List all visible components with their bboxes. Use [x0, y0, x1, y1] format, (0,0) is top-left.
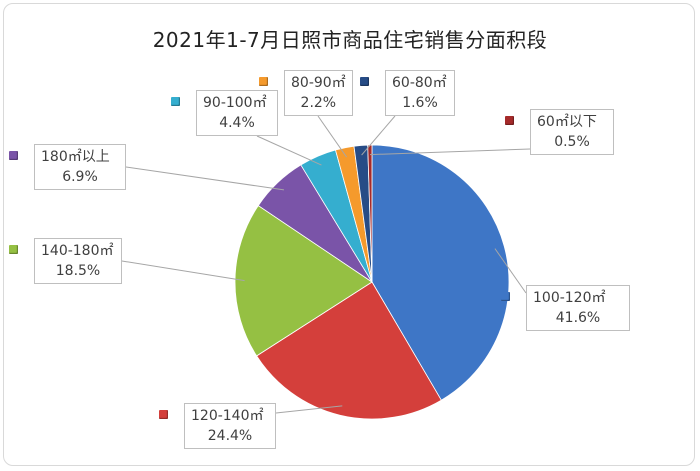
data-label: 100-120㎡ 41.6%	[501, 285, 630, 331]
slice-percent: 18.5%	[55, 263, 101, 279]
slice-label: 140-180㎡	[41, 243, 114, 259]
legend-swatch	[259, 77, 268, 86]
slice-percent: 24.4%	[207, 428, 253, 444]
slice-label: 180㎡以上	[41, 149, 110, 165]
data-label: 180㎡以上 6.9%	[9, 144, 126, 190]
legend-swatch	[9, 151, 18, 160]
data-label: 80-90㎡ 2.2%	[259, 70, 353, 116]
slice-label: 100-120㎡	[533, 290, 606, 306]
legend-swatch	[360, 77, 369, 86]
legend-swatch	[501, 292, 510, 301]
data-label: 90-100㎡ 4.4%	[171, 90, 278, 136]
chart-frame	[3, 3, 695, 466]
slice-percent: 41.6%	[555, 310, 601, 326]
data-label: 120-140㎡ 24.4%	[159, 403, 276, 449]
legend-swatch	[171, 97, 180, 106]
leader-line	[369, 148, 531, 156]
leader-line	[494, 248, 527, 294]
slice-label: 120-140㎡	[191, 408, 264, 424]
slice-label: 60㎡以下	[537, 114, 597, 130]
data-label: 60㎡以下 0.5%	[505, 109, 614, 155]
slice-percent: 4.4%	[219, 115, 255, 131]
slice-percent: 2.2%	[300, 95, 337, 111]
slice-percent: 6.9%	[62, 169, 98, 185]
pie-slice	[234, 205, 373, 357]
leader-line	[256, 135, 322, 166]
slice-label: 80-90㎡	[291, 75, 346, 91]
leader-line	[121, 260, 245, 282]
slice-label: 60-80㎡	[392, 75, 447, 91]
slice-label: 90-100㎡	[203, 95, 267, 111]
chart-title: 2021年1-7月日照市商品住宅销售分面积段	[152, 28, 548, 52]
legend-swatch	[159, 410, 168, 419]
leader-line	[125, 166, 285, 191]
legend-swatch	[505, 116, 514, 125]
legend-swatch	[9, 245, 18, 254]
leader-line	[361, 115, 396, 156]
leader-line	[317, 115, 347, 158]
data-label: 140-180㎡ 18.5%	[9, 238, 122, 284]
pie-slice	[256, 281, 442, 420]
slice-percent: 1.6%	[402, 95, 438, 111]
data-label: 60-80㎡ 1.6%	[360, 70, 455, 116]
slice-percent: 0.5%	[554, 134, 590, 150]
leader-line	[275, 405, 343, 414]
